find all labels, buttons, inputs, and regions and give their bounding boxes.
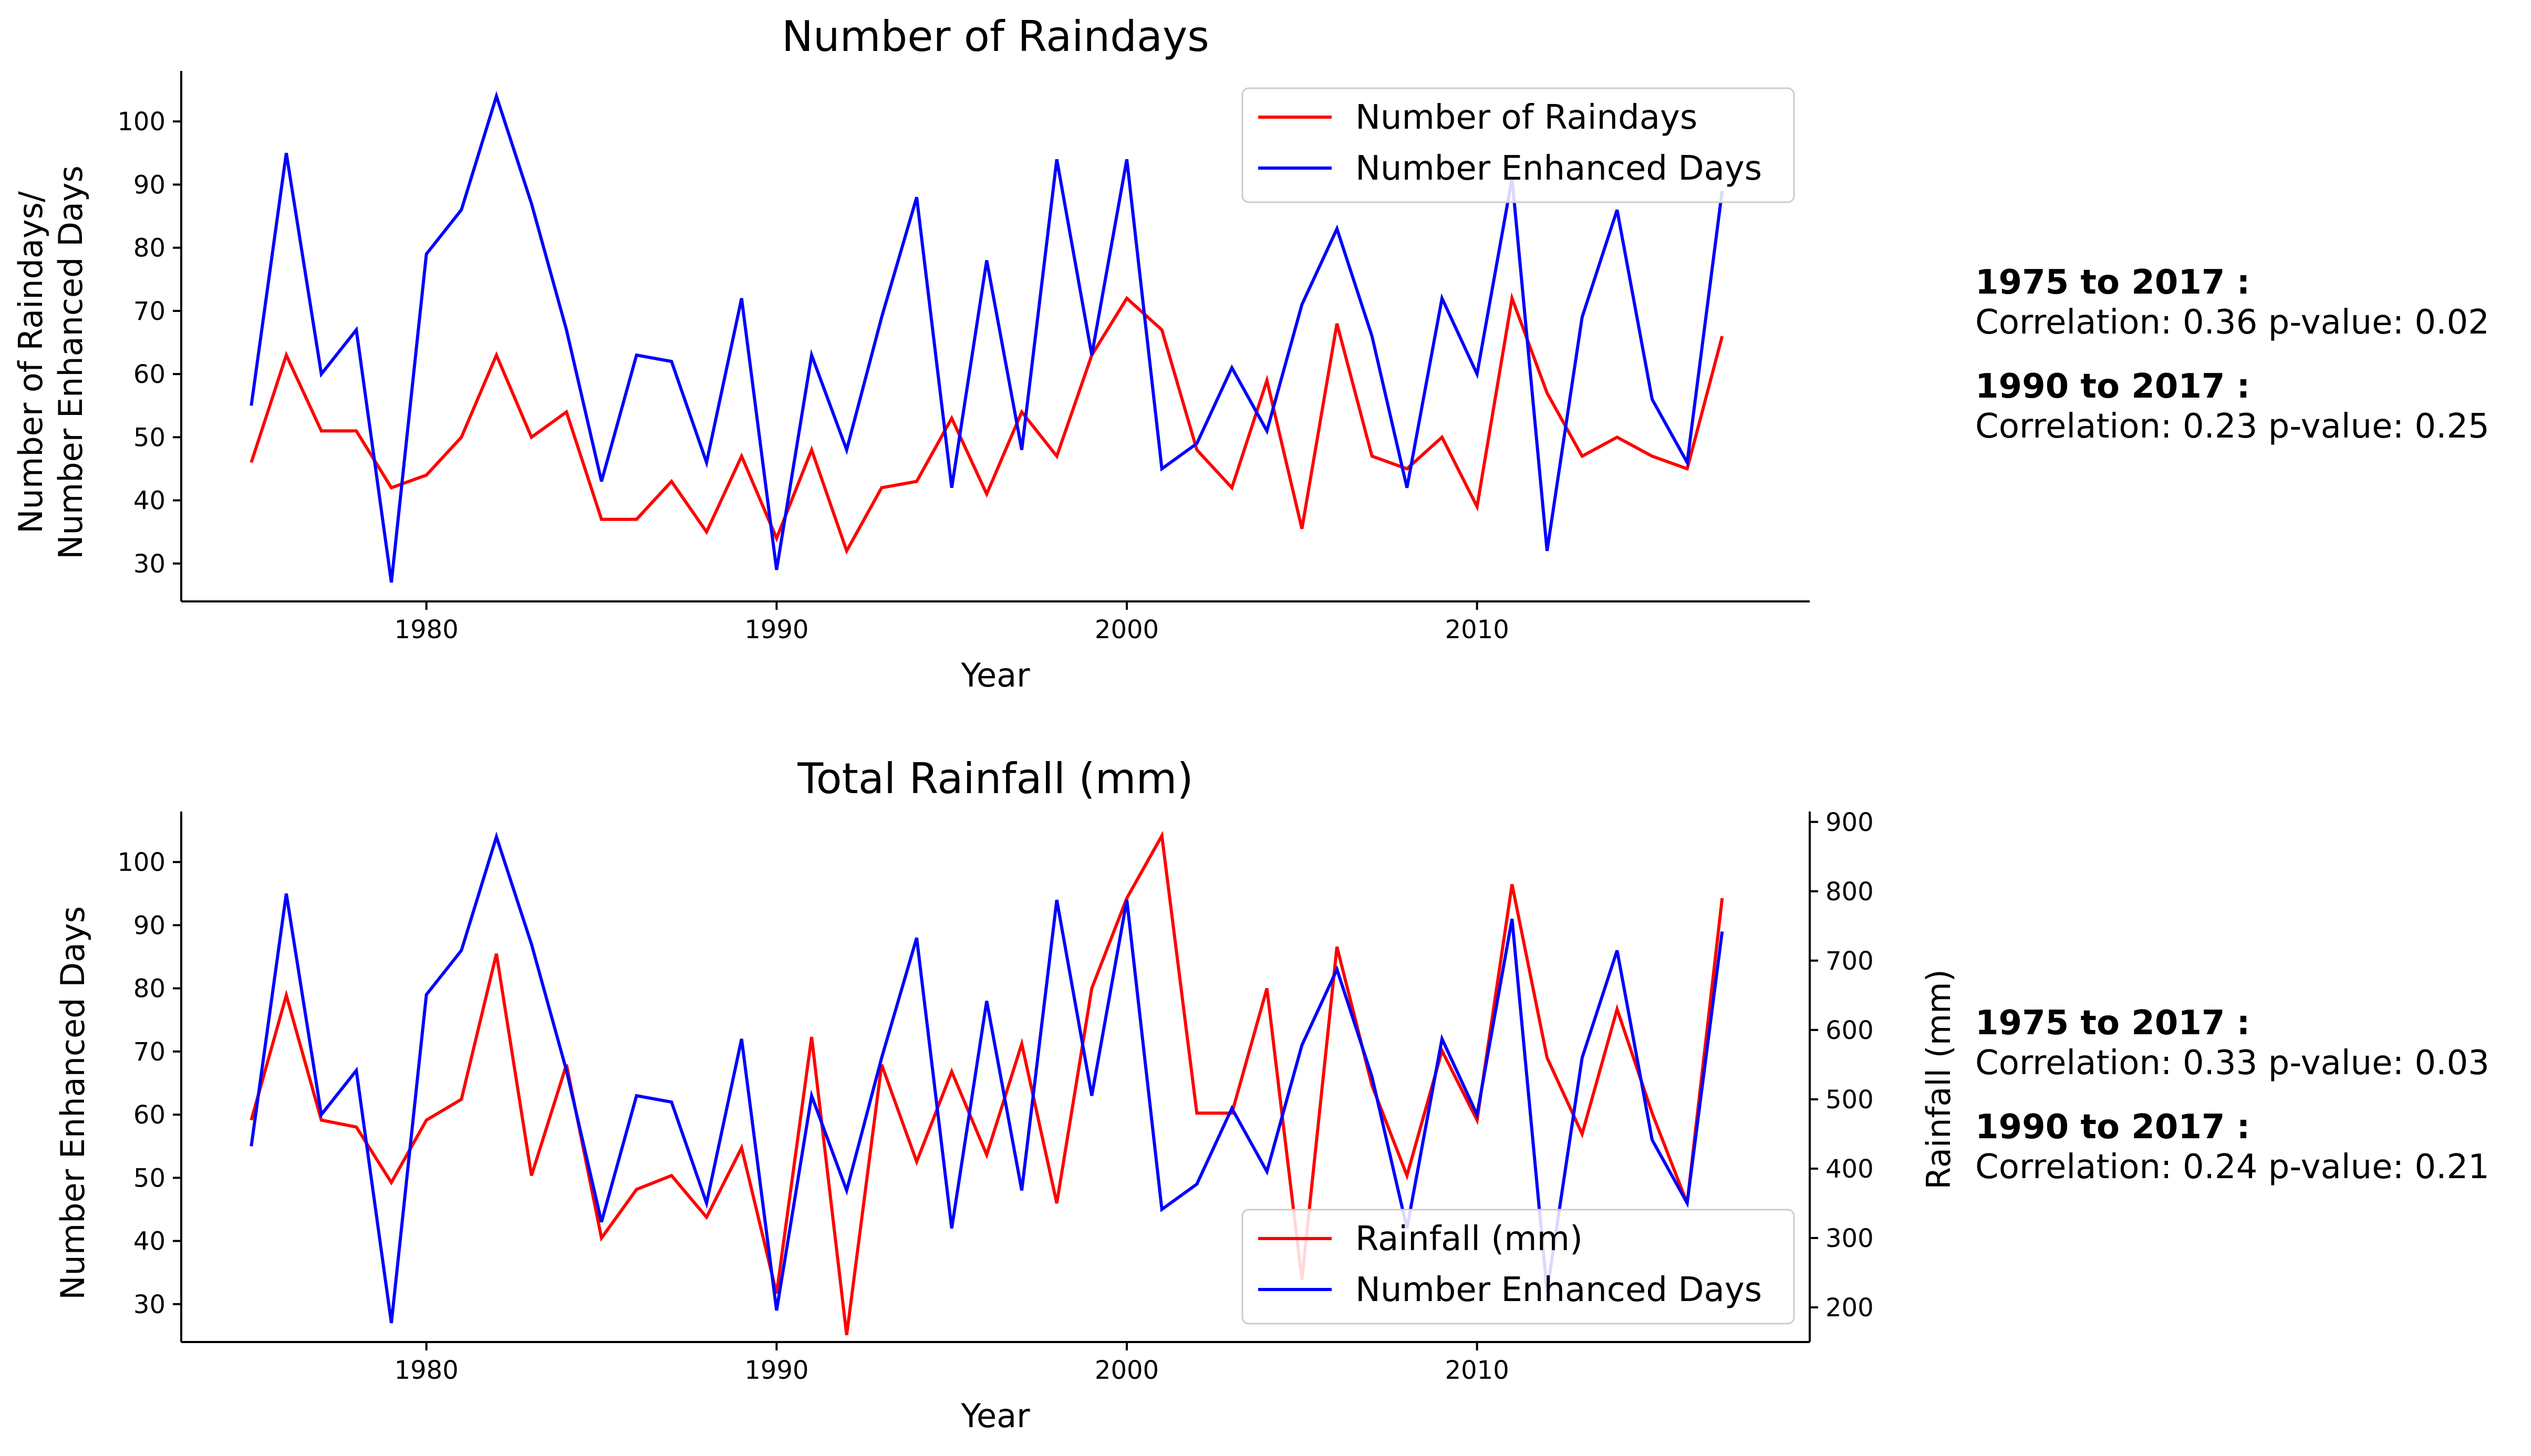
x-tick-label: 2010 <box>1445 615 1509 644</box>
y-right-tick-label: 200 <box>1825 1293 1874 1323</box>
x-tick-label: 2000 <box>1095 615 1159 644</box>
lines <box>250 830 1724 1336</box>
legend-label-rainfall: Rainfall (mm) <box>1355 1220 1583 1259</box>
y-tick-label: 100 <box>117 848 165 877</box>
ticks: 1980 1990 2000 2010 30 40 50 60 70 80 90 100 200 300 4… <box>117 808 1873 1385</box>
stats-period: 1975 to 2017 : <box>1975 1004 2250 1043</box>
y-right-tick-label: 300 <box>1825 1224 1874 1253</box>
series-line-number-of-raindays <box>250 292 1724 555</box>
y-tick-label: 30 <box>133 549 165 579</box>
legend-box <box>1241 1209 1795 1325</box>
series-line-number-enhanced-days <box>250 91 1724 583</box>
y-tick-label: 50 <box>133 1163 165 1193</box>
legend-label-enhanced: Number Enhanced Days <box>1355 149 1762 188</box>
correlation-stats-bottom: 1975 to 2017 : Correlation: 0.33 p-value… <box>1975 1003 2489 1211</box>
y-axis-label: Number Enhanced Days <box>54 906 92 1300</box>
legend: Rainfall (mm) Number Enhanced Days <box>1241 1209 1795 1325</box>
x-tick-label: 1980 <box>395 1356 459 1385</box>
legend-label-raindays: Number of Raindays <box>1355 98 1697 137</box>
series-line-rainfall-mm <box>250 830 1724 1336</box>
y-tick-label: 70 <box>133 1037 165 1067</box>
series-line-number-enhanced-days <box>250 831 1724 1324</box>
y-right-tick-label: 600 <box>1825 1016 1874 1045</box>
y-tick-label: 70 <box>133 297 165 326</box>
x-tick-label: 2000 <box>1095 1356 1159 1385</box>
y-tick-label: 40 <box>133 1227 165 1256</box>
legend-box <box>1241 87 1795 203</box>
stats-text: Correlation: 0.33 p-value: 0.03 <box>1975 1044 2489 1083</box>
stats-period: 1990 to 2017 : <box>1975 1108 2250 1147</box>
y-tick-label: 60 <box>133 1100 165 1130</box>
x-tick-label: 1990 <box>744 1356 808 1385</box>
y-right-tick-label: 400 <box>1825 1155 1874 1184</box>
stats-block: 1975 to 2017 : Correlation: 0.33 p-value… <box>1975 1003 2489 1083</box>
y-axis-label-line2: Number Enhanced Days <box>51 165 90 559</box>
x-axis-label: Year <box>960 1397 1030 1435</box>
ticks: 1980 1990 2000 2010 30 40 50 60 70 80 90 100 <box>117 107 1509 644</box>
y-right-tick-label: 900 <box>1825 808 1874 837</box>
rainfall-panel: Total Rainfall (mm) Number Enhanced Days… <box>54 754 1958 1435</box>
y-right-tick-label: 800 <box>1825 877 1874 907</box>
stats-text: Correlation: 0.23 p-value: 0.25 <box>1975 407 2489 446</box>
legend-label-enhanced: Number Enhanced Days <box>1355 1271 1762 1309</box>
y-tick-label: 100 <box>117 107 165 137</box>
y-tick-label: 50 <box>133 423 165 452</box>
y-tick-label: 80 <box>133 974 165 1004</box>
y-tick-label: 90 <box>133 170 165 200</box>
lines <box>250 91 1724 583</box>
y-tick-label: 90 <box>133 911 165 940</box>
y-tick-label: 30 <box>133 1290 165 1319</box>
stats-text: Correlation: 0.24 p-value: 0.21 <box>1975 1148 2489 1187</box>
y-axis-label-line1: Number of Raindays/ <box>12 191 50 534</box>
y-axis-label: Number of Raindays/ Number Enhanced Days <box>12 165 90 559</box>
x-tick-label: 2010 <box>1445 1356 1509 1385</box>
stats-period: 1975 to 2017 : <box>1975 263 2250 302</box>
stats-block: 1990 to 2017 : Correlation: 0.24 p-value… <box>1975 1107 2489 1187</box>
y-right-tick-label: 500 <box>1825 1085 1874 1115</box>
y-axis-right-label: Rainfall (mm) <box>1920 969 1958 1189</box>
y-tick-label: 60 <box>133 360 165 389</box>
y-tick-label: 80 <box>133 234 165 263</box>
chart-title: Total Rainfall (mm) <box>797 754 1193 803</box>
legend: Number of Raindays Number Enhanced Days <box>1241 87 1795 203</box>
stats-block: 1975 to 2017 : Correlation: 0.36 p-value… <box>1975 263 2489 342</box>
y-tick-label: 40 <box>133 486 165 516</box>
x-tick-label: 1990 <box>744 615 808 644</box>
chart-title: Number of Raindays <box>782 12 1209 61</box>
stats-block: 1990 to 2017 : Correlation: 0.23 p-value… <box>1975 367 2489 446</box>
raindays-panel: Number of Raindays Number of Raindays/ N… <box>12 12 1810 694</box>
stats-period: 1990 to 2017 : <box>1975 367 2250 406</box>
correlation-stats-top: 1975 to 2017 : Correlation: 0.36 p-value… <box>1975 263 2489 471</box>
x-tick-label: 1980 <box>395 615 459 644</box>
stats-text: Correlation: 0.36 p-value: 0.02 <box>1975 303 2489 342</box>
x-axis-label: Year <box>960 656 1030 694</box>
y-right-tick-label: 700 <box>1825 947 1874 976</box>
